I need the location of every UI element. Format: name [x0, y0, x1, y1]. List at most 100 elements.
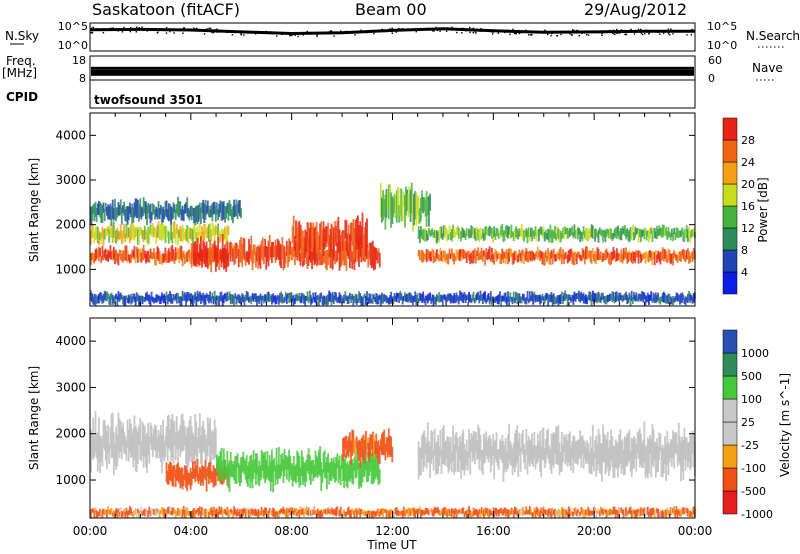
velocity-cell [642, 508, 645, 516]
power-cell [122, 250, 124, 263]
power-cell [211, 292, 214, 300]
velocity-cell [390, 436, 393, 457]
velocity-cell [480, 450, 483, 472]
power-cell [159, 224, 162, 240]
power-cell [255, 251, 257, 268]
power-cell [597, 230, 600, 243]
velocity-cell [557, 425, 560, 465]
power-cell [118, 204, 121, 216]
power-cell [173, 253, 176, 264]
velocity-cell [303, 462, 305, 482]
nsky-point [90, 32, 92, 34]
power-cell [612, 246, 615, 260]
power-cell [383, 199, 386, 217]
nsky-point [96, 28, 98, 30]
power-cell [525, 248, 528, 262]
velocity-cell [444, 506, 446, 515]
velocity-cell [263, 509, 265, 517]
velocity-cell [395, 507, 398, 517]
power-cell [154, 209, 157, 220]
velocity-cell [452, 425, 454, 462]
velocity-cell [268, 455, 271, 482]
power-cell [565, 228, 568, 234]
power-cell [621, 294, 624, 303]
velocity-cell [279, 509, 281, 515]
power-cell [643, 292, 646, 299]
nsky-point [587, 31, 590, 33]
velocity-cell [201, 507, 203, 516]
velocity-cell [126, 419, 129, 448]
nsky-point [667, 28, 669, 30]
nsky-point [381, 28, 384, 31]
nsky-point [415, 31, 417, 33]
power-cell [206, 294, 209, 302]
power-cell [610, 228, 613, 240]
velocity-cell [141, 511, 144, 516]
velocity-cell [643, 507, 646, 516]
velocity-cell [350, 440, 352, 465]
power-cell [575, 228, 578, 236]
power-cell [556, 295, 559, 304]
power-cell [126, 250, 129, 263]
power-cell [628, 250, 631, 261]
power-cell [563, 227, 566, 239]
nsky-point [349, 31, 351, 33]
velocity-cell [118, 512, 121, 517]
power-cell [428, 250, 430, 259]
nsky-point [403, 29, 405, 31]
velocity-cell [347, 506, 350, 515]
velocity-cell [161, 507, 163, 514]
power-cell [382, 190, 385, 221]
velocity-cell [636, 509, 639, 517]
power-cell [164, 247, 167, 261]
power-cell [649, 250, 652, 257]
velocity-cell [468, 506, 470, 515]
velocity-cell [460, 441, 462, 479]
nsky-point [586, 33, 588, 36]
velocity-cell [185, 435, 187, 464]
velocity-cell [375, 433, 378, 455]
power-colorbar-swatch [722, 227, 738, 251]
velocity-cell [597, 508, 600, 514]
velocity-cell [512, 442, 515, 469]
nsky-point [513, 32, 516, 34]
velocity-cell [359, 466, 362, 487]
power-cell [563, 292, 566, 301]
velocity-cell [358, 439, 360, 461]
power-cell [165, 226, 168, 237]
power-cell [276, 238, 279, 258]
velocity-cell [464, 450, 467, 471]
power-cell [224, 206, 226, 223]
power-cell [161, 223, 163, 241]
power-cell [110, 251, 113, 260]
velocity-cell [369, 433, 372, 456]
power-cell [593, 254, 595, 262]
velocity-cell [520, 434, 523, 452]
power-cell [644, 251, 647, 264]
nsky-point [392, 28, 394, 31]
velocity-cell [367, 442, 370, 458]
power-cell [148, 228, 151, 245]
velocity-cell [548, 445, 551, 464]
nsky-point [378, 30, 380, 32]
power-cell [467, 250, 469, 258]
power-cell [393, 194, 396, 214]
velocity-cell [609, 440, 611, 471]
velocity-cell [273, 508, 276, 517]
velocity-cell [560, 431, 563, 472]
velocity-cell [436, 508, 438, 514]
power-cell [155, 231, 158, 244]
power-cell [319, 223, 322, 250]
velocity-cell [476, 509, 478, 517]
power-cell [384, 295, 387, 301]
velocity-cell [550, 508, 553, 518]
power-cell [571, 294, 574, 302]
power-cell [161, 253, 163, 265]
power-cell [559, 247, 562, 259]
power-cell [101, 245, 104, 261]
velocity-cell [143, 426, 146, 457]
velocity-cell [501, 435, 504, 463]
velocity-cell [571, 441, 574, 459]
velocity-cell [125, 507, 128, 516]
